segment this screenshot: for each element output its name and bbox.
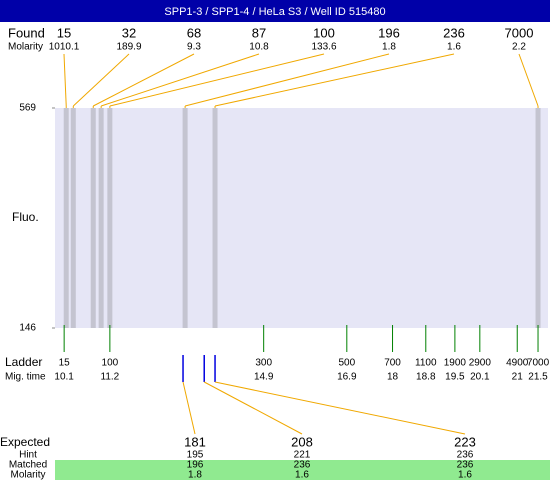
found-molarity: 133.6: [311, 42, 336, 53]
peak-connector: [93, 53, 195, 107]
found-size: 15: [57, 25, 71, 40]
peak-connector: [214, 53, 455, 107]
title-bar: [0, 0, 550, 22]
expected-connector: [203, 381, 303, 435]
title: SPP1-3 / SPP1-4 / HeLa S3 / Well ID 5154…: [164, 6, 385, 18]
ladder-size: 300: [255, 358, 272, 369]
ladder-size: 500: [338, 358, 355, 369]
x-tick-label: 14.9: [254, 372, 274, 383]
expected-connector: [214, 381, 466, 435]
plot-area: [55, 108, 548, 328]
x-tick-label: 18.8: [416, 372, 436, 383]
peak-band: [107, 108, 113, 328]
found-molarity: 9.3: [187, 42, 201, 53]
found-label: Found: [8, 25, 45, 40]
ladder-size: 15: [59, 358, 71, 369]
ladder-label: Ladder: [5, 355, 42, 369]
expected-molarity: 1.6: [295, 470, 309, 480]
peak-band: [535, 108, 541, 328]
ladder-size: 1900: [444, 358, 467, 369]
expected-molarity: 1.6: [458, 470, 472, 480]
peak-connector: [518, 53, 539, 107]
ladder-size: 4900: [506, 358, 529, 369]
found-size: 32: [122, 25, 136, 40]
molarity-label: Molarity: [10, 470, 45, 480]
found-size: 87: [252, 25, 266, 40]
hint-size: 221: [294, 450, 311, 461]
found-size: 100: [313, 25, 335, 40]
expected-molarity: 1.8: [188, 470, 202, 480]
peak-band: [63, 108, 69, 328]
peak-band: [98, 108, 104, 328]
expected-connector: [182, 381, 196, 435]
ladder-sublabel: Mig. time: [5, 372, 46, 383]
x-tick-label: 21.5: [528, 372, 548, 383]
peak-connector: [100, 53, 260, 107]
found-molarity: 189.9: [116, 42, 141, 53]
ladder-size: 2900: [469, 358, 492, 369]
expected-label: Expected: [0, 435, 50, 449]
matched-size: 196: [187, 460, 204, 471]
hint-size: 236: [457, 450, 474, 461]
x-tick-label: 10.1: [54, 372, 74, 383]
found-size: 196: [378, 25, 400, 40]
x-tick-label: 21: [512, 372, 524, 383]
peak-band: [182, 108, 188, 328]
hint-size: 195: [187, 450, 204, 461]
x-tick-label: 16.9: [337, 372, 357, 383]
ladder-size: 1100: [415, 358, 437, 369]
matched-label: Matched: [9, 460, 47, 471]
peak-connector: [63, 53, 67, 107]
found-molarity: 1.8: [382, 42, 396, 53]
x-tick-label: 11.2: [101, 372, 120, 383]
found-molarity: 1010.1: [49, 42, 80, 53]
ladder-size: 7000: [527, 358, 550, 369]
ladder-size: 700: [384, 358, 401, 369]
peak-band: [90, 108, 96, 328]
ladder-size: 100: [102, 358, 119, 369]
peak-connector: [109, 53, 325, 107]
y-axis-label: Fluo.: [12, 210, 39, 224]
found-size: 7000: [505, 25, 534, 40]
y-tick-label: 569: [19, 103, 36, 114]
x-tick-label: 20.1: [470, 372, 490, 383]
found-molarity: 10.8: [249, 42, 269, 53]
peak-connector: [184, 53, 390, 107]
x-tick-label: 18: [387, 372, 399, 383]
found-molarity: 1.6: [447, 42, 461, 53]
expected-size: 181: [184, 434, 206, 449]
found-size: 236: [443, 25, 465, 40]
found-size: 68: [187, 25, 201, 40]
expected-size: 208: [291, 434, 313, 449]
peak-band: [212, 108, 218, 328]
matched-band: [55, 460, 550, 480]
found-molarity: 2.2: [512, 42, 526, 53]
found-sublabel: Molarity: [8, 42, 43, 53]
expected-size: 223: [454, 434, 476, 449]
peak-band: [70, 108, 76, 328]
hint-label: Hint: [19, 450, 37, 461]
matched-size: 236: [457, 460, 474, 471]
y-tick-label: 146: [19, 323, 36, 334]
matched-size: 236: [294, 460, 311, 471]
peak-connector: [72, 53, 130, 107]
x-tick-label: 19.5: [445, 372, 465, 383]
